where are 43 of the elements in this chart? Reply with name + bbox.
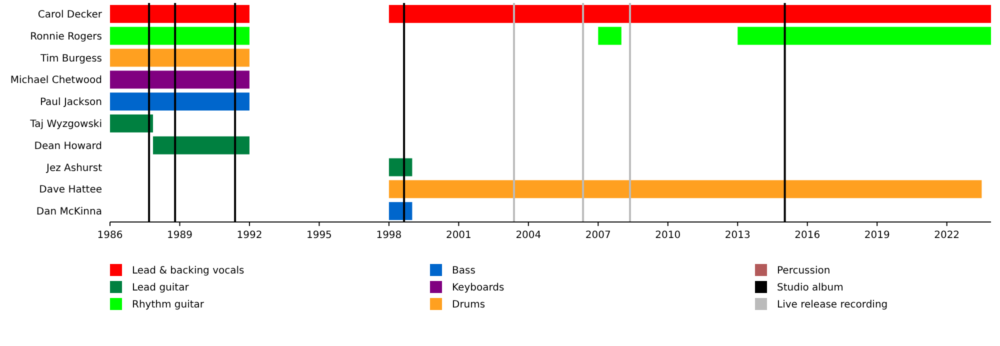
bar: [388, 4, 991, 23]
y-tick-label: Michael Chetwood: [10, 75, 102, 86]
y-tick-label: Dan McKinna: [36, 206, 102, 218]
legend-label: Rhythm guitar: [132, 300, 205, 310]
y-tick-label: Jez Ashurst: [46, 162, 102, 174]
x-tick-label: 2001: [446, 230, 472, 241]
x-tick-label: 1992: [236, 230, 262, 241]
y-tick-label: Paul Jackson: [40, 97, 102, 108]
legend-label: Lead & backing vocals: [132, 266, 244, 276]
legend-label: Drums: [452, 300, 486, 310]
x-tick-label: 2022: [934, 230, 960, 241]
y-tick-label: Tim Burgess: [39, 53, 102, 64]
legend-label: Studio album: [777, 282, 844, 294]
x-tick-label: 2013: [724, 230, 750, 241]
y-tick-label: Dean Howard: [34, 140, 102, 152]
legend-label: Live release recording: [777, 300, 888, 310]
bar: [738, 26, 991, 45]
legend-label: Lead guitar: [132, 282, 190, 294]
y-tick-label: Dave Hattee: [39, 184, 102, 196]
bar: [110, 70, 250, 89]
x-tick-label: 1989: [167, 230, 192, 241]
legend-label: Bass: [452, 266, 476, 276]
y-tick-label: Ronnie Rogers: [30, 31, 102, 42]
x-tick-label: 2007: [585, 230, 611, 241]
legend-label: Keyboards: [452, 282, 504, 294]
x-tick-label: 2010: [655, 230, 681, 241]
bar: [110, 26, 250, 45]
x-tick-label: 2004: [516, 230, 542, 241]
bar: [598, 26, 622, 45]
x-tick-label: 2016: [794, 230, 820, 241]
bar: [110, 48, 250, 67]
y-tick-label: Taj Wyzgowski: [29, 118, 102, 130]
x-tick-label: 1995: [306, 230, 332, 241]
bar: [110, 114, 154, 132]
bar: [153, 136, 250, 154]
y-tick-label: Carol Decker: [38, 9, 103, 20]
legend-label: Percussion: [777, 266, 830, 276]
bar: [110, 92, 250, 111]
x-tick-label: 1998: [376, 230, 402, 241]
x-tick-label: 1986: [97, 230, 123, 241]
x-tick-label: 2019: [864, 230, 890, 241]
bar: [388, 180, 982, 198]
bar: [110, 4, 250, 23]
